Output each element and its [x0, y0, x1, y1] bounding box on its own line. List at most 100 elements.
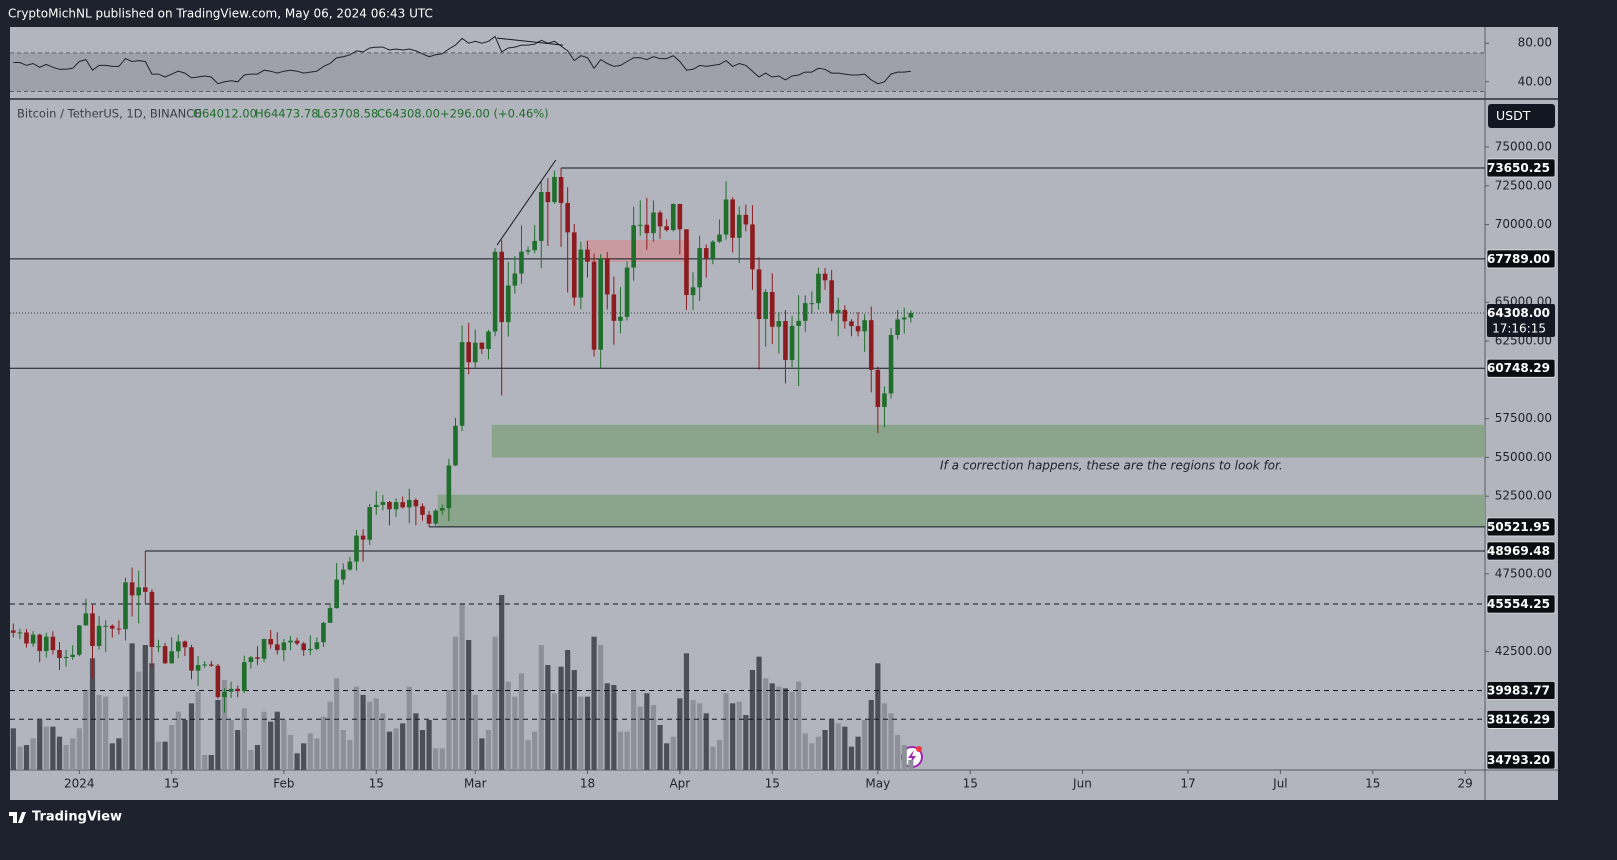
currency-label[interactable]: USDT: [1496, 108, 1531, 123]
x-tick-label: 15: [765, 777, 780, 791]
candle-body: [83, 613, 89, 626]
candle-body: [578, 249, 584, 298]
volume-bar: [749, 670, 756, 770]
x-tick-label: 15: [963, 777, 978, 791]
candle-body: [116, 628, 122, 630]
last-price-box: [1487, 303, 1555, 337]
volume-bar: [294, 753, 300, 770]
volume-bar: [63, 745, 69, 770]
zone: [491, 424, 1485, 458]
y-tick-label: 72500.00: [1495, 178, 1552, 192]
volume-bar: [512, 696, 518, 770]
x-tick-label: 17: [1180, 777, 1195, 791]
volume-bar: [888, 713, 894, 770]
volume-bar: [657, 725, 663, 770]
legend-change: +296.00 (+0.46%): [440, 107, 549, 121]
volume-bar: [56, 736, 63, 770]
volume-bar: [274, 711, 280, 770]
candle-body: [763, 291, 768, 319]
volume-bar: [340, 730, 346, 770]
volume-bar: [287, 735, 294, 770]
candle-body: [307, 648, 313, 651]
candle-body: [393, 502, 399, 510]
candle-body: [373, 504, 379, 508]
candle-body: [730, 199, 735, 238]
volume-bar: [604, 683, 610, 770]
volume-bar: [221, 680, 228, 770]
currency-button[interactable]: [1488, 104, 1555, 128]
y-tick-label: 75000.00: [1495, 140, 1552, 154]
candle-body: [459, 342, 465, 426]
candle-body: [63, 656, 69, 659]
legend-close: C64308.00: [377, 107, 440, 121]
candle-body: [76, 625, 82, 655]
volume-bar: [644, 693, 650, 770]
x-tick-label: 2024: [64, 777, 95, 791]
volume-bar: [406, 686, 412, 770]
volume-bar: [631, 690, 637, 770]
y-tick-label: 55000.00: [1495, 450, 1552, 464]
volume-bar: [452, 636, 459, 770]
level-label: 48969.48: [1487, 544, 1550, 558]
brand-logo: [9, 812, 26, 823]
level-label: 60748.29: [1487, 361, 1550, 375]
candle-body: [90, 613, 95, 646]
candle-body: [235, 688, 240, 692]
level-label-box: [1486, 158, 1556, 178]
level-label: 50521.95: [1487, 520, 1550, 534]
volume-bar: [30, 738, 36, 770]
alert-bolt[interactable]: [908, 750, 916, 764]
x-tick-label: Feb: [273, 777, 294, 791]
candle-body: [492, 251, 498, 332]
candle-body: [400, 502, 405, 508]
candle-body: [829, 280, 834, 314]
candle-body: [109, 625, 115, 629]
volume-bar: [360, 695, 366, 770]
candle-body: [103, 625, 108, 627]
level-label-box: [1486, 541, 1556, 561]
candle-body: [189, 647, 194, 671]
volume-bar: [881, 703, 888, 770]
countdown: 17:16:15: [1492, 321, 1546, 335]
x-tick-label: 29: [1458, 777, 1473, 791]
candle-body: [565, 203, 570, 233]
level-label: 34793.20: [1487, 753, 1550, 767]
volume-bar: [241, 708, 247, 770]
candle-body: [637, 224, 643, 226]
candle-body: [822, 273, 828, 281]
annotation: If a correction happens, these are the r…: [940, 459, 1283, 473]
volume-bar: [558, 666, 564, 770]
candle-body: [710, 241, 716, 259]
alert-dot[interactable]: [916, 746, 922, 752]
x-tick-label: Jun: [1072, 777, 1092, 791]
candle-body: [433, 510, 438, 524]
candle-body: [479, 342, 485, 349]
candle-body: [618, 316, 623, 321]
candle-body: [585, 249, 590, 262]
volume-bar: [690, 700, 696, 770]
volume-bar: [518, 673, 525, 770]
candle-body: [255, 657, 260, 659]
volume-bar: [842, 726, 848, 770]
volume-bar: [598, 645, 604, 770]
candle-body: [571, 232, 577, 298]
candle-body: [901, 317, 907, 320]
volume-bar: [327, 701, 333, 770]
volume-bar: [624, 731, 630, 770]
candle-body: [43, 636, 49, 652]
level-label: 67789.00: [1487, 252, 1550, 266]
volume-bar: [664, 743, 670, 770]
level-label: 45554.25: [1487, 597, 1550, 611]
volume-bar: [730, 703, 736, 770]
candle-body: [334, 579, 339, 609]
volume-bar: [109, 743, 115, 770]
candle-body: [380, 501, 386, 505]
volume-bar: [248, 750, 254, 770]
volume-bar: [268, 721, 274, 770]
volume-bar: [70, 738, 76, 770]
candle-body: [208, 664, 214, 666]
box: [584, 239, 690, 263]
volume-bar: [848, 746, 855, 770]
candle-body: [96, 625, 102, 646]
candle-body: [10, 630, 16, 633]
